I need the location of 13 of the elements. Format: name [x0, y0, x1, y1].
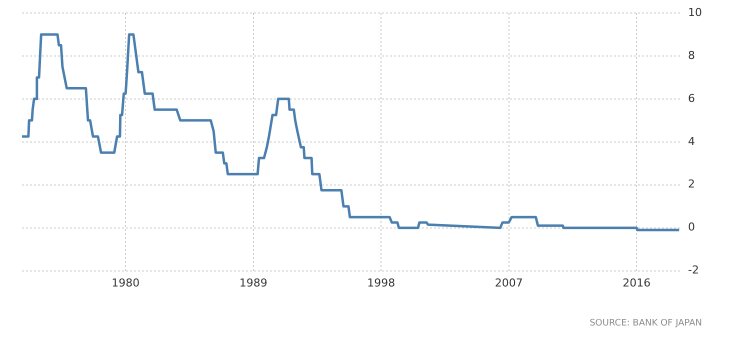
x-tick-label: 1989: [239, 276, 268, 290]
x-tick-label: 1998: [367, 276, 396, 290]
source-note: SOURCE: BANK OF JAPAN: [590, 318, 702, 328]
y-tick-label: -2: [688, 264, 699, 277]
y-tick-label: 6: [688, 92, 696, 105]
y-tick-label: 0: [688, 220, 696, 234]
y-tick-label: 2: [688, 178, 696, 191]
y-tick-label: 8: [688, 48, 696, 62]
y-tick-label: 4: [688, 134, 696, 148]
x-tick-label: 2016: [622, 276, 651, 290]
x-tick-label: 2007: [494, 276, 523, 290]
y-tick-label: 10: [688, 6, 702, 19]
x-tick-label: 1980: [112, 276, 140, 290]
